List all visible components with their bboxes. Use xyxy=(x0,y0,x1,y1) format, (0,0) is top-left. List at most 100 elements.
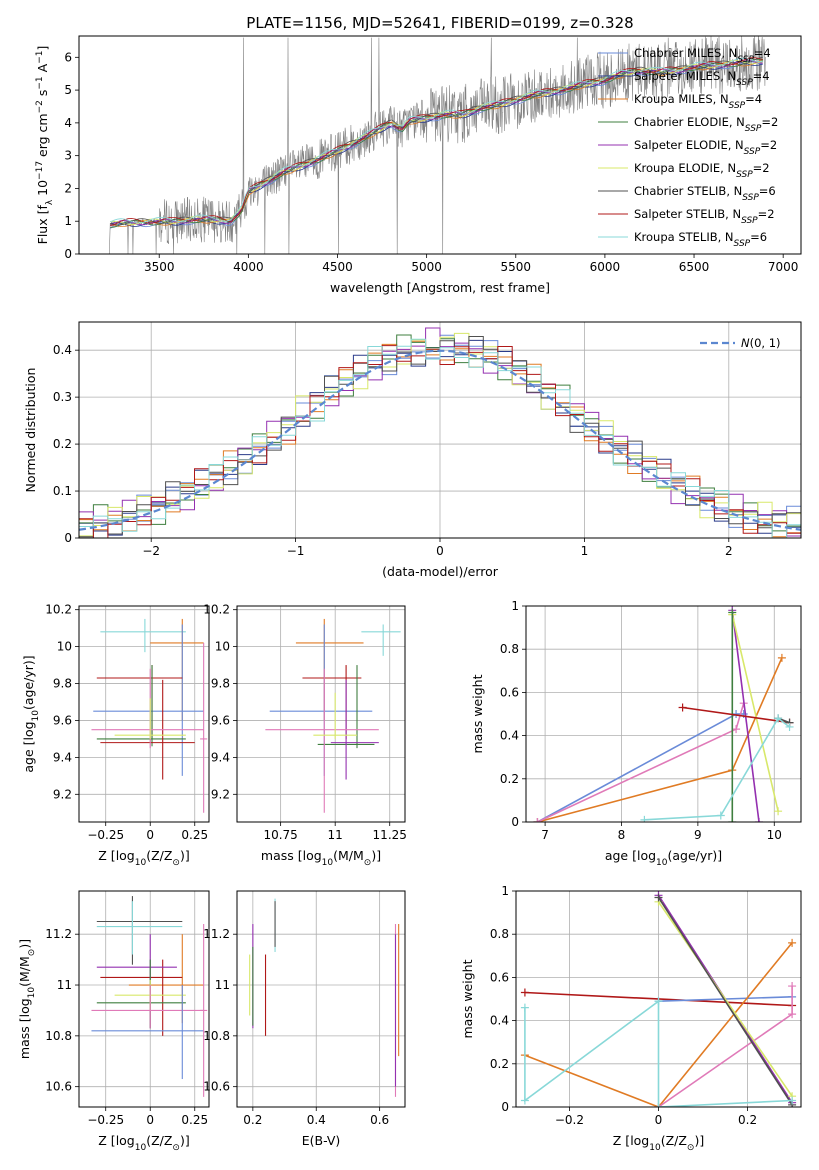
label-part: =4 xyxy=(745,92,762,106)
label-part: mass [ xyxy=(261,848,303,863)
label-part: ⊙ xyxy=(364,858,372,868)
legend-entry: Chabrier MILES, NSSP=4 xyxy=(634,46,771,65)
label-part: 10 xyxy=(35,180,50,200)
data-point xyxy=(93,624,204,776)
label-part: log xyxy=(17,998,32,1017)
series-marker xyxy=(654,997,663,1006)
x-tick-label: 8 xyxy=(618,828,626,842)
x-tick-label: −1 xyxy=(287,544,305,558)
label-part: Salpeter ELODIE, N xyxy=(634,138,744,152)
series-marker xyxy=(533,818,542,822)
observed-spectrum xyxy=(109,36,766,254)
label-part: )] xyxy=(180,848,190,863)
label-part: age [ xyxy=(605,848,637,863)
x-tick-label: 5000 xyxy=(411,260,442,274)
x-tick-label: 7 xyxy=(541,828,549,842)
label-part: )] xyxy=(180,1133,190,1148)
data-point xyxy=(313,692,357,739)
label-part: (Z/Z xyxy=(146,1133,172,1148)
data-point xyxy=(361,624,401,656)
y-tick-label: 1 xyxy=(511,599,519,613)
label-part: mass [ xyxy=(17,1017,32,1059)
label-part: (Z/Z xyxy=(661,1133,687,1148)
legend-entry: Salpeter MILES, NSSP=4 xyxy=(634,69,770,88)
y-axis-label: mass [log10(M/M⊙)] xyxy=(17,939,37,1059)
y-tick-label: 0.4 xyxy=(500,729,519,743)
x-tick-label: −0.25 xyxy=(87,1113,124,1127)
series-marker xyxy=(777,653,786,662)
model-spectrum-salpeter-stelib xyxy=(110,57,763,226)
axes-frame xyxy=(78,605,210,823)
y-tick-label: 11.2 xyxy=(45,927,72,941)
x-tick-label: 0.6 xyxy=(370,1113,389,1127)
y-tick-label: 9.2 xyxy=(53,787,72,801)
panel-mass-weight-vs-Z: −0.2 0 0.2 0 0.2 0.4 0.6 0.8 1 Z [log10(Z/Z⊙)] mas… xyxy=(460,884,802,1153)
y-tick-label: 0.4 xyxy=(53,343,72,357)
label-part: log xyxy=(116,848,135,863)
x-axis-label: Z [log10(Z/Z⊙)] xyxy=(613,1133,704,1153)
y-tick-label: 9.6 xyxy=(211,713,230,727)
x-tick-label: 9 xyxy=(694,828,702,842)
y-tick-label: 0 xyxy=(501,1100,509,1114)
label-part: 10 xyxy=(27,987,37,999)
label-part: −1 xyxy=(35,76,45,89)
y-tick-label: 6 xyxy=(64,50,72,64)
y-tick-label: 2 xyxy=(64,181,72,195)
y-tick-label: 0.1 xyxy=(53,484,72,498)
x-tick-label: 6500 xyxy=(679,260,710,274)
label-part: ⊙ xyxy=(172,858,180,868)
plot-area xyxy=(520,891,797,1107)
label-part: Normed distribution xyxy=(23,368,38,493)
label-part: Salpeter STELIB, N xyxy=(634,207,741,221)
y-tick-label: 10.8 xyxy=(203,1029,230,1043)
series xyxy=(520,997,797,1107)
series-marker xyxy=(654,1103,663,1107)
panel-residual-distribution: −2 −1 0 1 2 0 0.1 0.2 0.3 0.4 (data-model)/error No… xyxy=(23,321,802,579)
label-part: 10 xyxy=(322,858,334,868)
x-tick-label: 11.25 xyxy=(373,828,407,842)
label-part: log xyxy=(116,1133,135,1148)
data-point xyxy=(91,668,204,749)
label-part: N xyxy=(741,336,750,350)
series-marker xyxy=(640,815,649,822)
label-part: ⊙ xyxy=(27,949,37,957)
x-tick-label: 0 xyxy=(146,828,154,842)
label-part: SSP xyxy=(742,193,759,203)
x-axis-label: Z [log10(Z/Z⊙)] xyxy=(98,1133,189,1153)
plot-area xyxy=(533,606,794,822)
series-marker xyxy=(520,1096,529,1105)
legend-entry: Kroupa ELODIE, NSSP=2 xyxy=(634,161,770,180)
legend-entry: Salpeter ELODIE, NSSP=2 xyxy=(634,138,777,157)
x-tick-label: 1 xyxy=(581,544,589,558)
plot-area xyxy=(91,618,208,813)
label-part: ⊙ xyxy=(687,1143,695,1153)
x-tick-label: 7000 xyxy=(768,260,799,274)
series-marker xyxy=(520,1003,529,1012)
x-tick-label: 0 xyxy=(655,1113,663,1127)
label-part: =4 xyxy=(754,46,771,60)
series-line xyxy=(537,713,744,822)
label-part: ] xyxy=(35,46,50,51)
x-tick-label: 0.4 xyxy=(307,1113,326,1127)
x-tick-label: 0 xyxy=(146,1113,154,1127)
series-line xyxy=(537,657,783,822)
y-tick-label: 11.2 xyxy=(203,927,230,941)
figure-title: PLATE=1156, MJD=52641, FIBERID=0199, z=0… xyxy=(246,14,633,32)
data-point xyxy=(265,668,379,813)
data-point xyxy=(302,665,362,739)
data-point xyxy=(100,618,186,653)
series xyxy=(678,703,794,727)
label-part: =2 xyxy=(758,207,775,221)
label-part: log xyxy=(630,1133,649,1148)
label-part: SSP xyxy=(736,78,753,88)
series xyxy=(654,893,797,1107)
series-marker xyxy=(716,811,725,820)
x-tick-label: 0.2 xyxy=(243,1113,262,1127)
data-point xyxy=(96,665,183,739)
label-part: wavelength [Angstrom, rest frame] xyxy=(330,280,550,295)
data-point xyxy=(96,901,183,955)
label-part: Z [ xyxy=(613,1133,630,1148)
plot-area xyxy=(109,36,766,254)
